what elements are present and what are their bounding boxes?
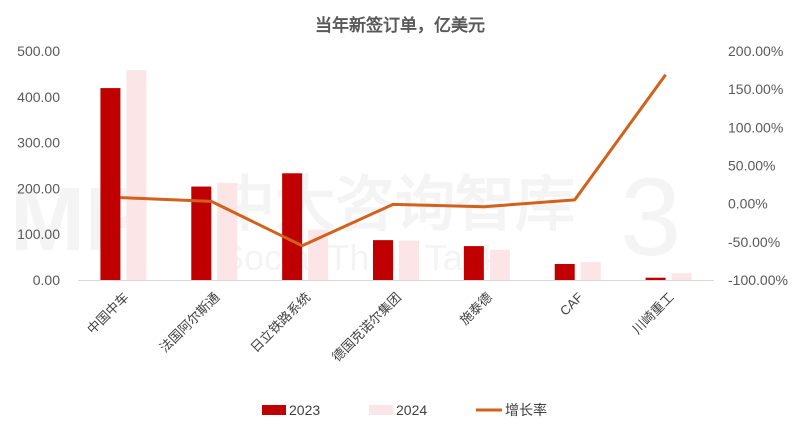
left-axis-tick: 400.00: [17, 89, 60, 105]
bar-2024: [580, 262, 601, 280]
right-axis-tick: -50.00%: [728, 234, 780, 250]
watermark-logo: MP: [10, 170, 145, 270]
chart-title: 当年新签订单，亿美元: [315, 15, 485, 35]
right-axis-tick: 0.00%: [728, 196, 768, 212]
legend-swatch-2023: [262, 405, 286, 415]
right-axis-tick: 150.00%: [728, 81, 783, 97]
legend-swatch-2024: [369, 405, 393, 415]
bar-2024: [126, 70, 147, 281]
left-axis-tick: 100.00: [17, 226, 60, 242]
watermark-3: 3: [620, 156, 681, 279]
legend-label-growth: 增长率: [505, 402, 547, 418]
bar-2024: [399, 240, 419, 280]
right-axis-tick: 100.00%: [728, 119, 783, 135]
bar-2023: [282, 173, 303, 280]
left-axis-tick: 300.00: [17, 135, 60, 151]
category-label: 施泰德: [457, 290, 495, 328]
right-axis-tick: -100.00%: [728, 272, 788, 288]
category-label: CAF: [557, 289, 586, 318]
bar-2024: [671, 273, 692, 280]
category-label: 法国阿尔斯通: [157, 290, 223, 356]
bar-2024: [489, 249, 510, 280]
legend-label-2024: 2024: [396, 402, 427, 418]
bar-series: [100, 70, 692, 281]
growth-rate-line: [120, 73, 667, 248]
category-labels: 中国中车 法国阿尔斯通 日立铁路系统 德国克诺尔集团 施泰德 CAF 川崎重工: [84, 289, 677, 364]
left-axis-tick: 200.00: [17, 180, 60, 196]
bar-2023: [463, 246, 484, 280]
left-axis: 0.00 100.00 200.00 300.00 400.00 500.00: [17, 43, 60, 288]
left-axis-tick: 500.00: [17, 43, 60, 59]
category-label: 中国中车: [84, 290, 131, 337]
bar-2023: [645, 277, 666, 280]
right-axis-tick: 200.00%: [728, 43, 783, 59]
bar-2023: [373, 240, 393, 280]
category-label: 川崎重工: [629, 290, 676, 337]
right-axis: -100.00% -50.00% 0.00% 50.00% 100.00% 150.00%…: [728, 43, 788, 288]
legend-label-2023: 2023: [289, 402, 320, 418]
left-axis-tick: 0.00: [33, 272, 60, 288]
legend: 2023 2024 增长率: [262, 402, 547, 418]
category-label: 德国克诺尔集团: [329, 290, 404, 365]
watermark-en: Social Think Tank: [220, 237, 502, 278]
bar-2023: [191, 186, 212, 280]
right-axis-tick: 50.00%: [728, 158, 775, 174]
bar-2023: [100, 88, 121, 281]
bar-2023: [554, 263, 575, 280]
category-label: 日立铁路系统: [247, 290, 313, 356]
bar-2024: [217, 182, 238, 280]
